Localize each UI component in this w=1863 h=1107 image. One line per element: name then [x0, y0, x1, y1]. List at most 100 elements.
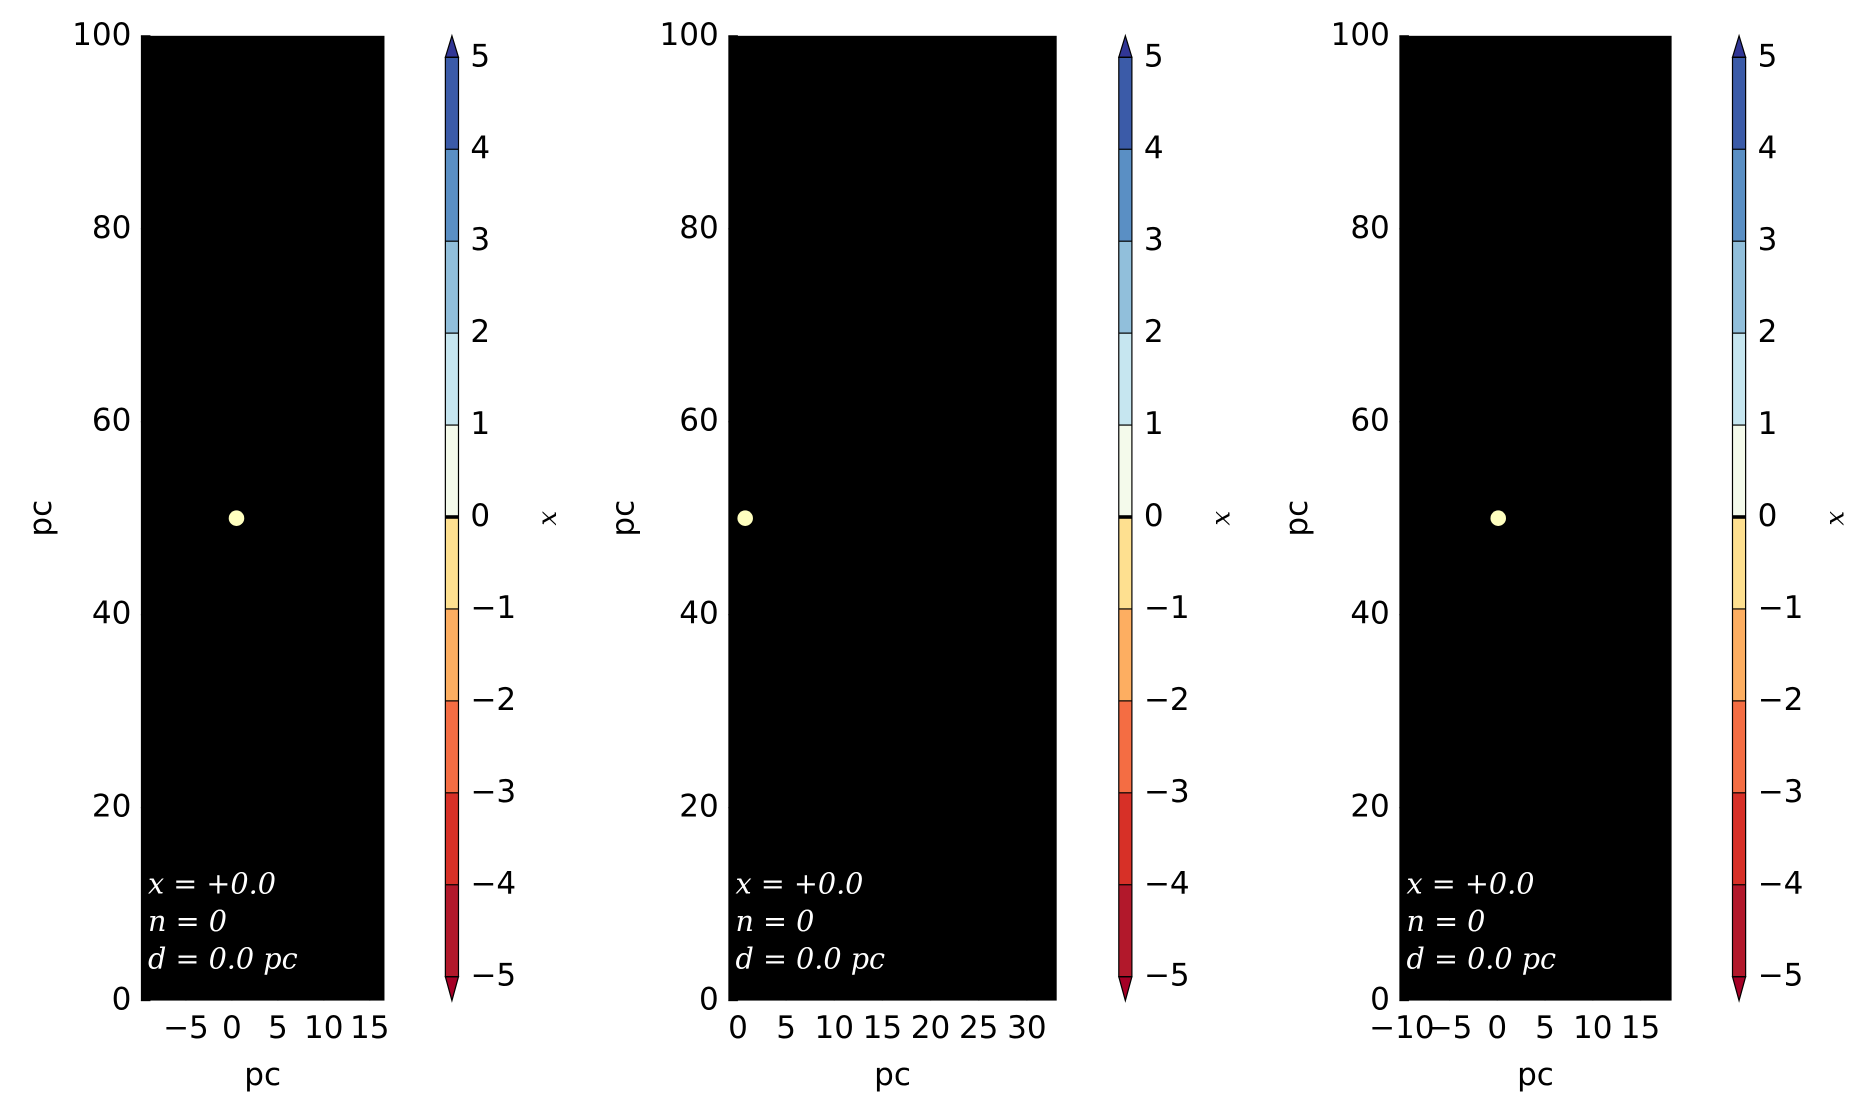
- colorbar-label: x: [1207, 511, 1237, 526]
- y-tick-label: 100: [1331, 17, 1390, 53]
- x-tick-label: 5: [776, 1010, 796, 1046]
- y-tick-label: 0: [1370, 982, 1390, 1018]
- x-tick-label: −10: [1369, 1010, 1435, 1046]
- colorbar-extend-over: [1117, 33, 1133, 58]
- colorbar-tick-label: −3: [470, 774, 516, 810]
- colorbar-label: x: [533, 511, 563, 526]
- y-tick-label: 60: [92, 403, 131, 439]
- colorbar-tick-label: 1: [1144, 406, 1164, 442]
- x-tick-label: 5: [1535, 1010, 1555, 1046]
- plot-background: [728, 35, 1057, 1001]
- y-tick-label: 0: [699, 982, 719, 1018]
- colorbar-segment: [1118, 425, 1132, 518]
- colorbar-segment: [1118, 700, 1132, 793]
- colorbar-tick-label: −1: [470, 590, 516, 626]
- y-tick-label: 80: [1350, 210, 1390, 246]
- colorbar-segment: [445, 792, 459, 885]
- x-tick-label: 30: [1007, 1010, 1047, 1046]
- annotation: n = 0: [736, 904, 815, 938]
- colorbar-segment: [445, 57, 459, 150]
- y-tick-label: 100: [72, 17, 131, 53]
- x-tick-label: 5: [268, 1010, 288, 1046]
- x-tick-label: 15: [1621, 1010, 1661, 1046]
- colorbar-tick-label: −3: [1758, 774, 1804, 810]
- colorbar-segment: [1732, 884, 1746, 977]
- colorbar-tick-label: −2: [1758, 682, 1804, 718]
- colorbar-tick-label: 3: [1144, 222, 1164, 258]
- y-tick-label: 80: [679, 210, 719, 246]
- x-tick-label: 10: [304, 1010, 344, 1046]
- colorbar-segment: [445, 149, 459, 242]
- colorbar-tick-label: −2: [470, 682, 516, 718]
- x-tick-label: 20: [911, 1010, 951, 1046]
- colorbar-tick-label: −4: [1758, 866, 1804, 902]
- colorbar-tick-label: 3: [1758, 222, 1778, 258]
- x-tick-label: 10: [1573, 1010, 1613, 1046]
- annotation: x = +0.0: [736, 866, 864, 900]
- colorbar-tick-label: 0: [1144, 498, 1164, 534]
- colorbar-tick-label: 2: [1144, 314, 1164, 350]
- y-axis-label: pc: [605, 500, 641, 537]
- colorbar-tick-label: −5: [470, 958, 516, 994]
- colorbar-tick-label: −4: [470, 866, 516, 902]
- colorbar-tick-label: 1: [1758, 406, 1778, 442]
- colorbar-segment: [1732, 792, 1746, 885]
- colorbar-segment: [1118, 149, 1132, 242]
- y-axis-label: pc: [23, 500, 59, 537]
- colorbar-segment: [1732, 57, 1746, 150]
- y-tick-label: 60: [679, 403, 719, 439]
- colorbar-tick-label: −4: [1144, 866, 1190, 902]
- annotation: x = +0.0: [1407, 866, 1535, 900]
- colorbar-tick-label: 2: [470, 314, 490, 350]
- colorbar-tick-label: −1: [1758, 590, 1804, 626]
- colorbar-segment: [445, 333, 459, 426]
- colorbar-segment: [445, 700, 459, 793]
- colorbar-tick-label: 0: [470, 498, 490, 534]
- colorbar-segment: [1732, 700, 1746, 793]
- colorbar-tick-label: 5: [470, 38, 490, 74]
- x-tick-label: 10: [815, 1010, 855, 1046]
- y-axis-label: pc: [1279, 500, 1315, 537]
- colorbar-label: x: [1820, 511, 1850, 526]
- colorbar-segment: [445, 517, 459, 609]
- x-tick-label: 0: [728, 1010, 748, 1046]
- colorbar-segment: [1118, 608, 1132, 701]
- x-tick-label: 0: [1487, 1010, 1507, 1046]
- colorbar-tick-label: 2: [1758, 314, 1778, 350]
- x-tick-label: −5: [163, 1010, 209, 1046]
- colorbar-extend-over: [1731, 33, 1747, 58]
- x-tick-label: 0: [222, 1010, 242, 1046]
- colorbar-segment: [445, 425, 459, 518]
- annotation: d = 0.0 pc: [148, 942, 298, 976]
- colorbar-segment: [445, 884, 459, 977]
- colorbar-extend-under: [1731, 976, 1747, 1003]
- y-tick-label: 60: [1350, 403, 1390, 439]
- colorbar-segment: [1732, 608, 1746, 701]
- x-tick-label: −5: [1427, 1010, 1473, 1046]
- data-point: [737, 510, 753, 526]
- annotation: n = 0: [148, 904, 227, 938]
- x-tick-label: 25: [959, 1010, 999, 1046]
- colorbar-segment: [1118, 884, 1132, 977]
- colorbar-tick-label: 1: [470, 406, 490, 442]
- y-tick-label: 20: [679, 789, 719, 825]
- colorbar-tick-label: −2: [1144, 682, 1190, 718]
- colorbar-segment: [1118, 792, 1132, 885]
- colorbar-tick-label: −5: [1758, 958, 1804, 994]
- colorbar-segment: [1118, 57, 1132, 150]
- colorbar-tick-label: 4: [470, 130, 490, 166]
- colorbar-extend-under: [1117, 976, 1133, 1003]
- colorbar-segment: [1732, 149, 1746, 242]
- data-point: [1490, 510, 1506, 526]
- y-tick-label: 0: [112, 982, 132, 1018]
- colorbar-segment: [445, 608, 459, 701]
- data-point: [228, 510, 245, 526]
- x-axis-label: pc: [874, 1057, 911, 1093]
- colorbar-tick-label: 5: [1144, 38, 1164, 74]
- x-tick-label: 15: [863, 1010, 903, 1046]
- annotation: d = 0.0 pc: [736, 942, 886, 976]
- colorbar-segment: [1118, 517, 1132, 609]
